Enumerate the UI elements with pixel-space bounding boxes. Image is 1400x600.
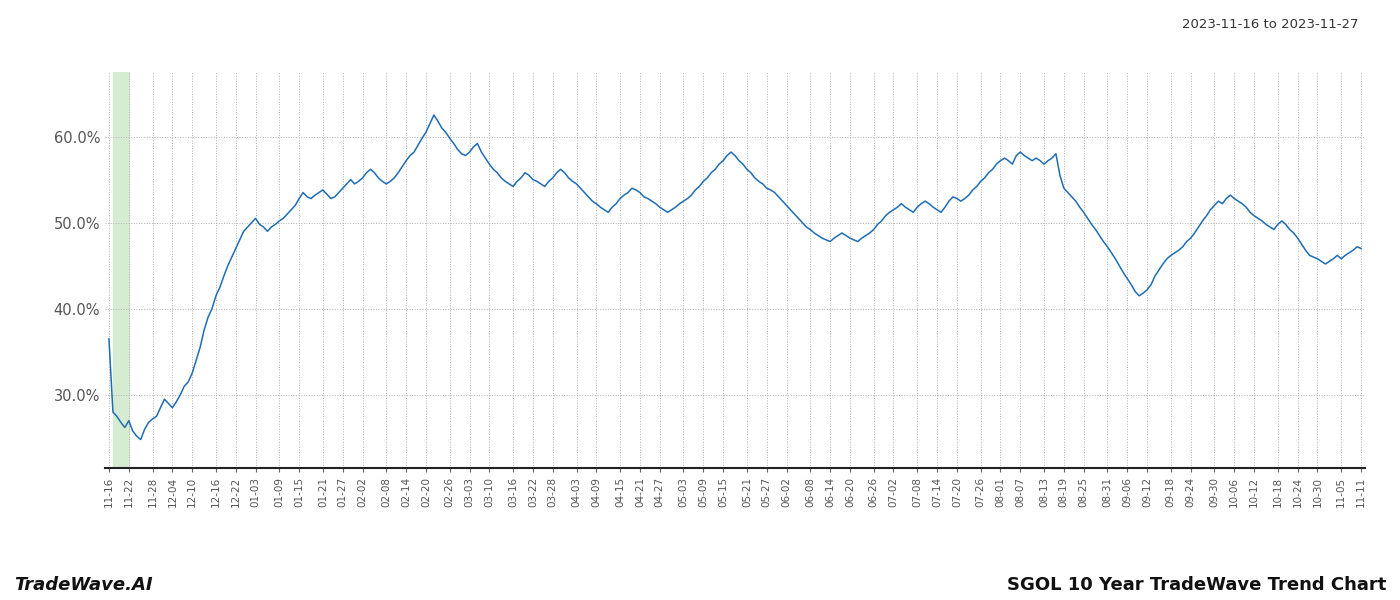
Text: SGOL 10 Year TradeWave Trend Chart: SGOL 10 Year TradeWave Trend Chart — [1007, 576, 1386, 594]
Text: TradeWave.AI: TradeWave.AI — [14, 576, 153, 594]
Text: 2023-11-16 to 2023-11-27: 2023-11-16 to 2023-11-27 — [1182, 18, 1358, 31]
Bar — [113, 72, 129, 468]
